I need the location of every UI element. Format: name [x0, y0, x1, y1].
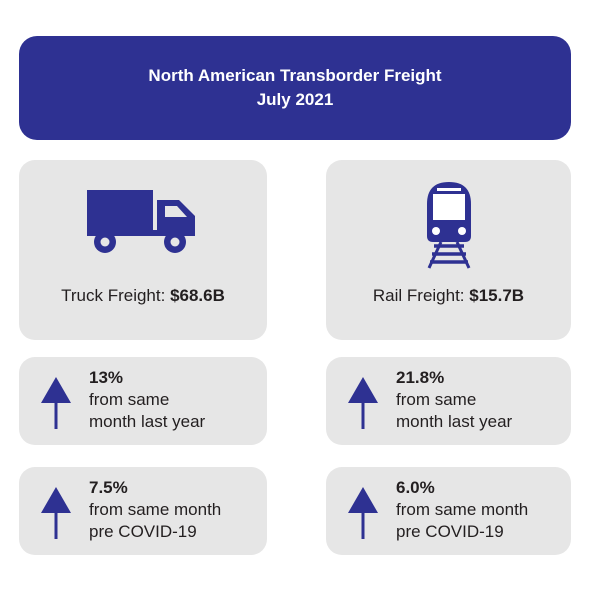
truck-icon	[19, 190, 267, 254]
truck-yoy-card: 13% from same month last year	[19, 357, 267, 445]
truck-precovid-value: 7.5%	[89, 478, 128, 497]
truck-precovid-text: 7.5% from same month pre COVID-19	[89, 477, 221, 543]
rail-yoy-text: 21.8% from same month last year	[396, 367, 512, 433]
rail-precovid-line2: from same month	[396, 500, 529, 519]
train-icon	[326, 180, 571, 270]
truck-freight-label-text: Truck Freight:	[61, 286, 171, 305]
truck-precovid-line2: from same month	[89, 500, 222, 519]
rail-freight-label: Rail Freight: $15.7B	[326, 286, 571, 306]
truck-yoy-line2: from same	[89, 390, 170, 409]
rail-freight-label-text: Rail Freight:	[372, 286, 470, 305]
truck-freight-card: Truck Freight: $68.6B	[19, 160, 267, 340]
rail-yoy-card: 21.8% from same month last year	[326, 357, 571, 445]
arrow-up-icon	[41, 377, 71, 434]
rail-precovid-line3: pre COVID-19	[396, 522, 504, 541]
rail-precovid-value: 6.0%	[396, 478, 435, 497]
arrow-up-icon	[41, 487, 71, 544]
rail-yoy-value: 21.8%	[396, 368, 445, 387]
rail-freight-value: $15.7B	[469, 286, 525, 305]
truck-precovid-line3: pre COVID-19	[89, 522, 197, 541]
truck-yoy-value: 13%	[89, 368, 124, 387]
arrow-up-icon	[348, 487, 378, 544]
header-banner: North American Transborder Freight July …	[19, 36, 571, 140]
arrow-up-icon	[348, 377, 378, 434]
rail-yoy-line2: from same	[396, 390, 477, 409]
truck-yoy-text: 13% from same month last year	[89, 367, 205, 433]
rail-yoy-line3: month last year	[396, 412, 513, 431]
rail-precovid-text: 6.0% from same month pre COVID-19	[396, 477, 528, 543]
page-subtitle-date: July 2021	[256, 90, 334, 109]
truck-freight-label: Truck Freight: $68.6B	[19, 286, 267, 306]
rail-precovid-card: 6.0% from same month pre COVID-19	[326, 467, 571, 555]
truck-freight-value: $68.6B	[170, 286, 225, 305]
page-title: North American Transborder Freight	[148, 66, 442, 85]
truck-precovid-card: 7.5% from same month pre COVID-19	[19, 467, 267, 555]
rail-freight-card: Rail Freight: $15.7B	[326, 160, 571, 340]
truck-yoy-line3: month last year	[89, 412, 206, 431]
